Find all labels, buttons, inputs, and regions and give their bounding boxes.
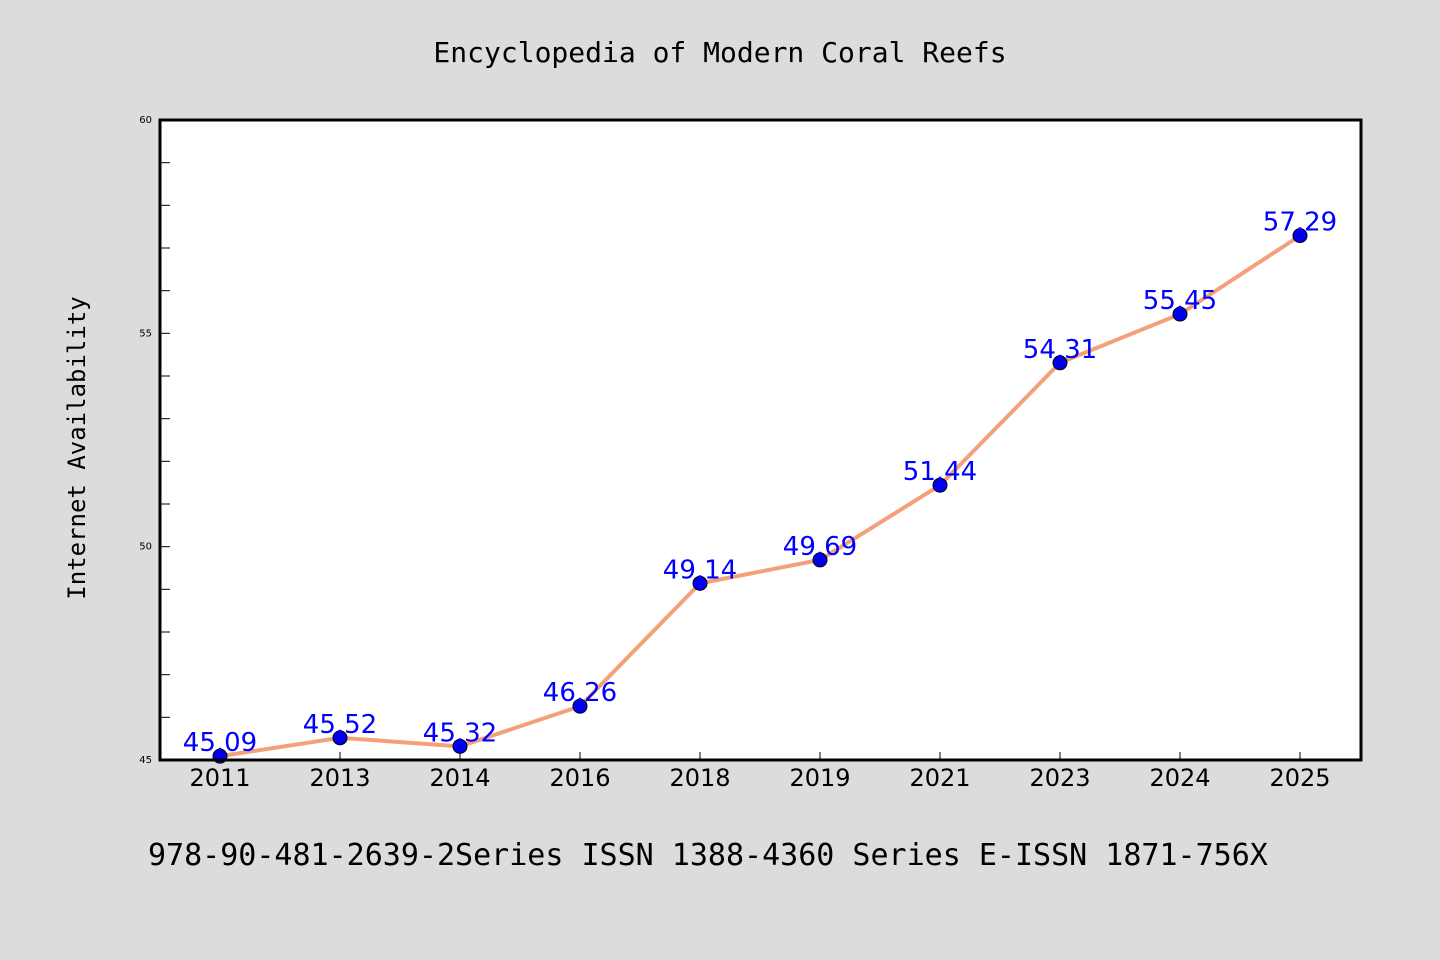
y-axis-label: Internet Availability xyxy=(63,296,91,599)
data-label: 54.31 xyxy=(1023,335,1097,365)
y-tick-label: 45 xyxy=(139,755,152,766)
y-tick-label: 55 xyxy=(139,328,152,339)
x-tick-label: 2018 xyxy=(669,764,730,792)
series-line xyxy=(218,233,1302,759)
x-tick-label: 2016 xyxy=(549,764,610,792)
data-point-marker xyxy=(812,552,828,568)
y-tick-label: 50 xyxy=(139,542,152,553)
x-tick-label: 2024 xyxy=(1149,764,1210,792)
data-point-marker xyxy=(932,477,948,493)
data-label: 57.29 xyxy=(1263,208,1337,238)
data-label: 49.69 xyxy=(783,532,857,562)
x-tick-label: 2025 xyxy=(1269,764,1330,792)
plot-area xyxy=(160,120,1361,760)
x-tick-label: 2019 xyxy=(789,764,850,792)
plot-frame xyxy=(158,118,1363,762)
data-point-marker xyxy=(572,698,588,714)
data-label: 45.09 xyxy=(183,728,257,758)
y-axis-ticks: 45 50 55 60 xyxy=(139,115,170,766)
series-markers xyxy=(212,228,1308,764)
data-point-marker xyxy=(692,575,708,591)
data-point-marker xyxy=(332,730,348,746)
data-label: 51.44 xyxy=(903,457,977,487)
chart-title: Encyclopedia of Modern Coral Reefs xyxy=(433,36,1006,69)
data-label: 55.45 xyxy=(1143,286,1217,316)
x-tick-label: 2014 xyxy=(429,764,490,792)
data-label: 46.26 xyxy=(543,678,617,708)
data-point-marker xyxy=(452,738,468,754)
data-label: 49.14 xyxy=(663,555,737,585)
data-label: 45.52 xyxy=(303,710,377,740)
x-tick-label: 2013 xyxy=(309,764,370,792)
footer-isbn-issn: 978-90-481-2639-2Series ISSN 1388-4360 S… xyxy=(148,838,1268,873)
data-labels: 45.09 45.52 45.32 46.26 49.14 49.69 51.44 54.31… xyxy=(183,208,1337,759)
x-tick-label: 2021 xyxy=(909,764,970,792)
data-point-marker xyxy=(1052,355,1068,371)
data-point-marker xyxy=(1172,306,1188,322)
x-tick-label: 2011 xyxy=(189,764,250,792)
x-tick-label: 2023 xyxy=(1029,764,1090,792)
series-polyline xyxy=(218,233,1302,759)
x-axis-ticks: 2011 2013 2014 2016 2018 2019 2021 2023 2024 2025 xyxy=(189,752,1331,792)
data-label: 45.32 xyxy=(423,718,497,748)
data-point-marker xyxy=(1292,228,1308,244)
y-tick-label: 60 xyxy=(139,115,152,126)
